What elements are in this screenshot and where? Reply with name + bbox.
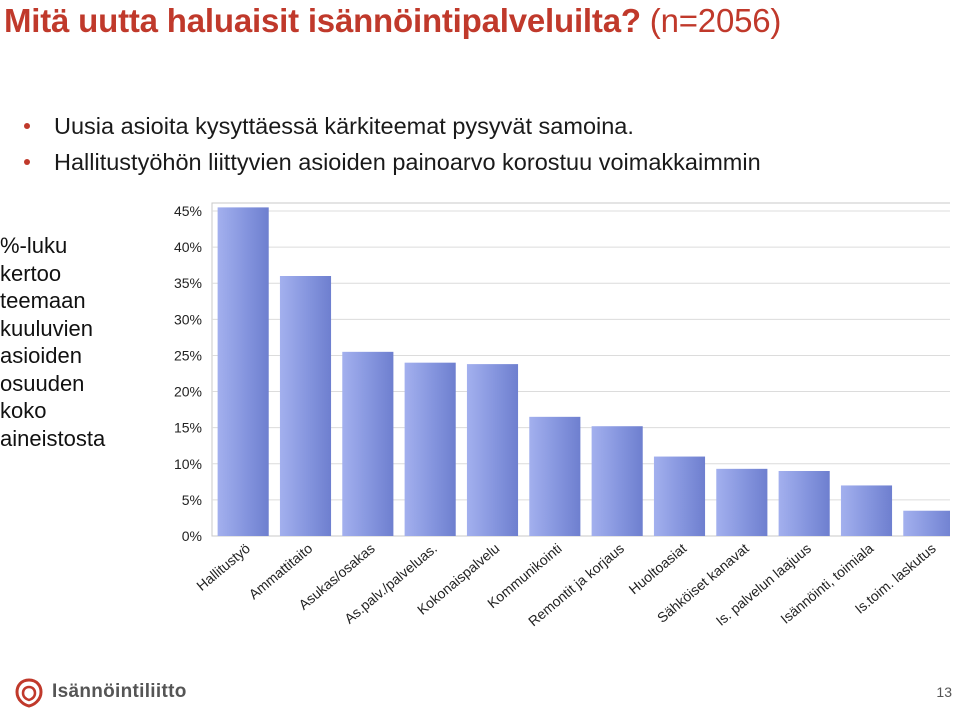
bullet-icon bbox=[24, 159, 30, 165]
side-note-line: asioiden bbox=[0, 343, 82, 368]
page-number: 13 bbox=[936, 684, 952, 700]
bar bbox=[279, 276, 332, 536]
side-note-line: kertoo bbox=[0, 260, 62, 286]
logo-icon bbox=[15, 678, 43, 708]
y-tick-label: 35% bbox=[174, 275, 202, 291]
title-sample-size: (n=2056) bbox=[649, 2, 782, 39]
bar bbox=[778, 471, 830, 536]
bullet-icon bbox=[24, 123, 30, 129]
bar bbox=[840, 485, 893, 536]
bullet-item: Hallitustyöhön liittyvien asioiden paino… bbox=[22, 144, 761, 180]
bar bbox=[217, 207, 269, 536]
logo-text: Isännöintiliitto bbox=[52, 681, 187, 702]
y-tick-label: 15% bbox=[174, 420, 202, 436]
y-tick-label: 40% bbox=[174, 239, 202, 255]
bar-chart: 0% 5% 10% 15% 20% 25% 30% 35% 40% 45% Hallitustyö… bbox=[174, 202, 950, 629]
y-axis-ticks: 0% 5% 10% 15% 20% 25% 30% 35% 40% 45% bbox=[174, 203, 202, 544]
bar bbox=[653, 456, 706, 536]
side-note-line: %-luku bbox=[0, 233, 68, 258]
gridlines bbox=[212, 210, 950, 501]
y-tick-label: 25% bbox=[174, 347, 202, 363]
side-note-line: kuuluvien bbox=[0, 315, 93, 341]
y-tick-label: 5% bbox=[182, 492, 202, 508]
x-tick-label: Huoltoasiat bbox=[625, 540, 689, 597]
x-tick-label: Hallitustyö bbox=[193, 540, 253, 594]
title-main: Mitä uutta haluaisit isännöintipalveluil… bbox=[4, 2, 641, 39]
side-note-line: aineistosta bbox=[0, 425, 106, 451]
y-tick-label: 10% bbox=[174, 456, 202, 472]
side-note: %-luku kertoo teemaan kuuluvien asioiden… bbox=[0, 232, 150, 452]
side-note-line: osuuden bbox=[0, 370, 85, 396]
bar bbox=[404, 362, 456, 536]
bar bbox=[716, 468, 768, 536]
bullet-item: Uusia asioita kysyttäessä kärkiteemat py… bbox=[22, 108, 761, 144]
bullet-text: Uusia asioita kysyttäessä kärkiteemat py… bbox=[54, 113, 634, 139]
bar bbox=[342, 351, 394, 536]
y-tick-label: 30% bbox=[174, 311, 202, 327]
bullet-text: Hallitustyöhön liittyvien asioiden paino… bbox=[54, 149, 761, 175]
y-tick-label: 0% bbox=[182, 528, 202, 544]
bars bbox=[217, 207, 950, 536]
bar bbox=[903, 510, 950, 536]
side-note-line: koko bbox=[0, 398, 47, 423]
bar bbox=[591, 426, 643, 536]
y-tick-label: 45% bbox=[174, 203, 202, 219]
bar bbox=[466, 364, 519, 536]
bullet-list: Uusia asioita kysyttäessä kärkiteemat py… bbox=[22, 108, 761, 180]
side-note-line: teemaan bbox=[0, 288, 86, 313]
bar bbox=[529, 416, 581, 536]
x-axis-ticks: HallitustyöAmmattitaitoAsukas/osakasAs.p… bbox=[193, 540, 938, 629]
slide-title: Mitä uutta haluaisit isännöintipalveluil… bbox=[4, 2, 781, 40]
y-tick-label: 20% bbox=[174, 384, 202, 400]
